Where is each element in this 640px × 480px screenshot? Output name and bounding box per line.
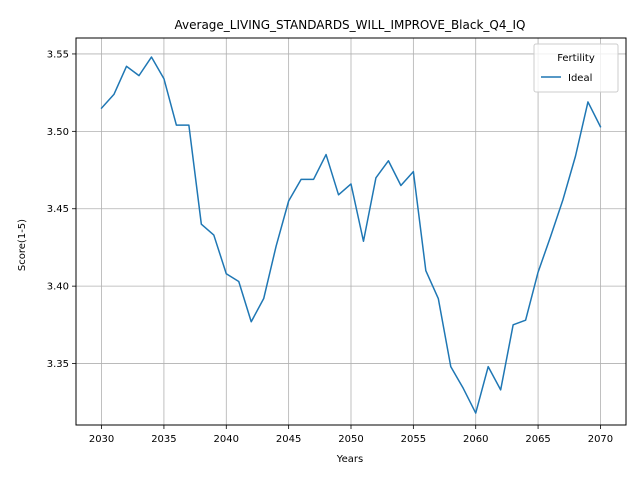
- y-tick-label: 3.40: [47, 282, 69, 293]
- y-axis-label: Score(1-5): [17, 219, 28, 271]
- legend-title: Fertility: [557, 53, 595, 64]
- y-tick-label: 3.55: [47, 49, 69, 60]
- x-tick-label: 2040: [214, 434, 239, 445]
- x-tick-label: 2030: [89, 434, 114, 445]
- legend-label-ideal: Ideal: [568, 73, 592, 84]
- chart-title: Average_LIVING_STANDARDS_WILL_IMPROVE_Bl…: [175, 18, 526, 32]
- y-tick-label: 3.35: [47, 359, 69, 370]
- series-line-ideal: [100, 56, 602, 414]
- x-tick-label: 2055: [401, 434, 426, 445]
- series-layer: [100, 56, 602, 414]
- legend: Fertility Ideal: [533, 43, 619, 93]
- x-tick-label: 2065: [525, 434, 550, 445]
- x-axis-label: Years: [336, 454, 363, 465]
- x-tick-label: 2045: [276, 434, 301, 445]
- x-tick-label: 2035: [151, 434, 176, 445]
- y-tick-label: 3.45: [47, 204, 69, 215]
- x-tick-label: 2050: [338, 434, 363, 445]
- axes: 2030 2035 2040 2045 2050 2055 2060 2065 2070 3.35…: [47, 49, 613, 445]
- y-tick-label: 3.50: [47, 127, 69, 138]
- x-tick-label: 2060: [463, 434, 488, 445]
- legend-box: [533, 43, 619, 93]
- x-tick-label: 2070: [588, 434, 613, 445]
